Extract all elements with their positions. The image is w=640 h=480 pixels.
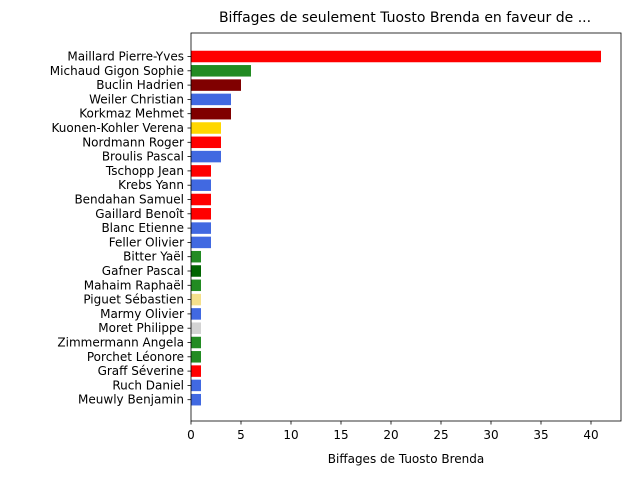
bar <box>191 150 221 163</box>
bar <box>191 65 251 77</box>
bar <box>191 50 601 63</box>
bar <box>191 322 201 334</box>
category-label: Weiler Christian <box>89 92 184 106</box>
x-tick-label: 10 <box>283 428 298 442</box>
category-label: Piguet Sébastien <box>83 293 184 307</box>
bar <box>191 351 201 363</box>
bar <box>191 265 201 277</box>
bar <box>191 236 211 249</box>
bar <box>191 250 201 263</box>
bar <box>191 107 231 120</box>
bar <box>191 379 201 392</box>
x-axis-label: Biffages de Tuosto Brenda <box>328 452 485 466</box>
bar <box>191 336 201 349</box>
bar <box>191 165 211 177</box>
bar <box>191 79 241 91</box>
category-label: Michaud Gigon Sophie <box>50 64 184 78</box>
category-label: Ruch Daniel <box>112 378 184 392</box>
x-tick-label: 0 <box>187 428 195 442</box>
category-label: Bendahan Samuel <box>74 193 184 207</box>
x-tick-label: 35 <box>533 428 548 442</box>
bar <box>191 365 201 377</box>
bar <box>191 179 211 191</box>
category-label: Korkmaz Mehmet <box>79 107 184 121</box>
chart-title: Biffages de seulement Tuosto Brenda en f… <box>219 10 591 26</box>
x-tick-label: 5 <box>237 428 245 442</box>
category-label: Gafner Pascal <box>102 264 184 278</box>
bar <box>191 279 201 292</box>
category-label: Broulis Pascal <box>102 150 184 164</box>
x-tick-label: 15 <box>333 428 348 442</box>
x-axis-ticks: 0 5 10 15 20 25 30 35 40 <box>187 421 599 442</box>
category-label: Graff Séverine <box>98 364 184 378</box>
category-label: Tschopp Jean <box>105 164 184 178</box>
bar <box>191 136 221 149</box>
x-tick-label: 25 <box>433 428 448 442</box>
category-label: Meuwly Benjamin <box>78 393 184 407</box>
bar <box>191 308 201 320</box>
bar <box>191 193 211 206</box>
category-label: Bitter Yaël <box>123 250 184 264</box>
category-label: Marmy Olivier <box>100 307 184 321</box>
bar <box>191 293 201 306</box>
category-label: Moret Philippe <box>98 321 184 335</box>
category-label: Porchet Léonore <box>87 350 184 364</box>
bar <box>191 208 211 220</box>
bar <box>191 93 231 106</box>
x-tick-label: 20 <box>383 428 398 442</box>
category-label: Mahaim Raphaël <box>84 278 184 292</box>
category-label: Zimmermann Angela <box>57 336 184 350</box>
bar <box>191 393 201 406</box>
bar <box>191 222 211 234</box>
category-label: Blanc Etienne <box>101 221 184 235</box>
x-tick-label: 30 <box>483 428 498 442</box>
category-label: Krebs Yann <box>118 178 184 192</box>
bars-group <box>191 50 601 406</box>
plot-area-frame <box>190 32 622 422</box>
x-tick-label: 40 <box>583 428 598 442</box>
category-label: Kuonen-Kohler Verena <box>52 121 185 135</box>
category-label: Feller Olivier <box>109 235 184 249</box>
category-label: Buclin Hadrien <box>96 78 184 92</box>
category-label: Gaillard Benoît <box>95 207 184 221</box>
category-label: Maillard Pierre-Yves <box>67 50 184 64</box>
bar <box>191 122 221 134</box>
category-label: Nordmann Roger <box>82 135 184 149</box>
